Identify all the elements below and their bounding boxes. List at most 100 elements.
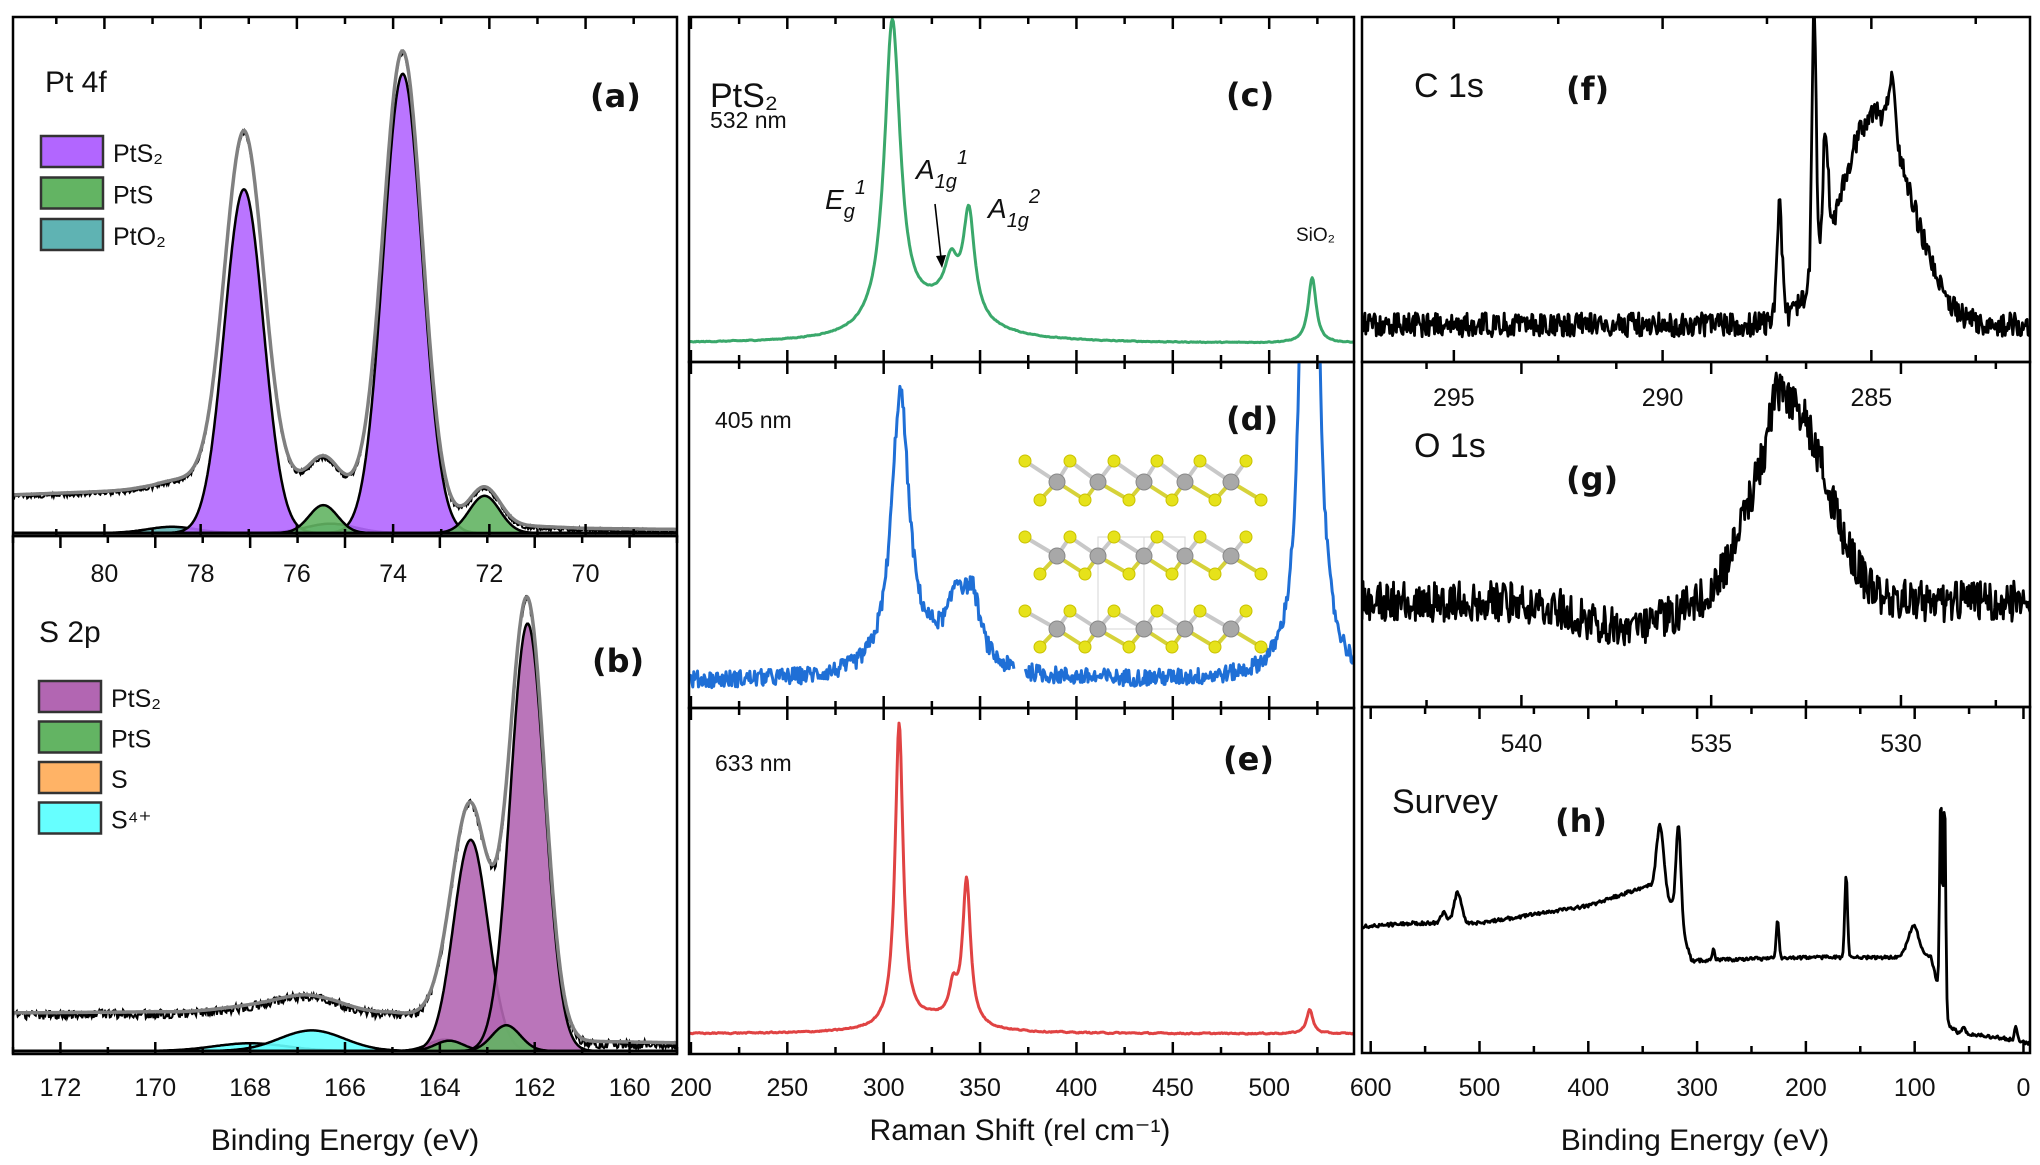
x-tick-label: 500	[1248, 1074, 1290, 1102]
legend-swatch	[39, 217, 105, 252]
x-tick-label: 300	[863, 1074, 905, 1102]
arrow-head-icon	[936, 255, 946, 268]
platinum-atom	[1089, 473, 1107, 491]
x-tick-label: 350	[959, 1074, 1001, 1102]
sulfur-atom	[1107, 604, 1121, 618]
fit-envelope	[13, 49, 677, 532]
plot-frame	[687, 15, 1356, 364]
sulfur-atom	[1193, 454, 1207, 468]
x-tick-label: 74	[379, 560, 407, 588]
plot-area	[689, 17, 1354, 345]
plot-area	[1362, 806, 2030, 1046]
mode-symbol: A	[986, 193, 1007, 224]
x-tick-label: 300	[1676, 1074, 1718, 1102]
platinum-atom	[1048, 473, 1066, 491]
x-axis-title: Binding Energy (eV)	[211, 1124, 479, 1157]
sulfur-atom	[1239, 604, 1253, 618]
x-tick-label: 168	[229, 1074, 271, 1102]
x-tick-label: 295	[1433, 384, 1475, 412]
plot-area	[13, 49, 677, 536]
plot-area	[1362, 371, 2030, 647]
sulfur-atom	[1018, 604, 1032, 618]
crystal-structure-inset	[1018, 454, 1268, 654]
x-axis-title: Binding Energy (eV)	[1561, 1124, 1829, 1157]
panel-label: (d)	[1226, 400, 1278, 438]
x-tick-label: 100	[1894, 1074, 1936, 1102]
panel-d: (d) 405 nm	[687, 360, 1356, 710]
raman-mode-a1g1: A1g1	[914, 147, 968, 193]
panel-title: Pt 4f	[45, 66, 107, 99]
mode-subscript: 1g	[1007, 210, 1029, 232]
arrow-line	[934, 203, 942, 259]
platinum-atom	[1176, 547, 1194, 565]
platinum-atom	[1135, 473, 1153, 491]
x-tick-label: 0	[2017, 1074, 2031, 1102]
platinum-atom	[1089, 620, 1107, 638]
sulfur-atom	[1122, 640, 1136, 654]
platinum-atom	[1176, 473, 1194, 491]
sulfur-atom	[1107, 530, 1121, 544]
sulfur-atom	[1239, 530, 1253, 544]
platinum-atom	[1222, 620, 1240, 638]
legend-swatch	[37, 720, 103, 754]
platinum-atom	[1089, 547, 1107, 565]
x-tick-label: 290	[1642, 384, 1684, 412]
wavelength-label: 405 nm	[715, 407, 792, 433]
x-tick-label: 160	[609, 1074, 651, 1102]
sulfur-atom	[1208, 567, 1222, 581]
platinum-atom	[1048, 620, 1066, 638]
panel-f: 295 290 285 (f) C 1s	[1360, 15, 2032, 412]
wavelength-label: 633 nm	[715, 750, 792, 776]
plot-area	[689, 362, 1354, 690]
mode-subscript: g	[844, 201, 855, 223]
mode-subscript: 1g	[935, 171, 957, 193]
sulfur-atom	[1208, 493, 1222, 507]
x-tick-label: 78	[187, 560, 215, 588]
raman-mode-a1g2: A1g2	[986, 186, 1040, 232]
x-tick-label: 400	[1056, 1074, 1098, 1102]
sulfur-atom	[1033, 640, 1047, 654]
x-tick-label: 172	[40, 1074, 82, 1102]
sulfur-atom	[1208, 640, 1222, 654]
legend-label: PtO₂	[113, 223, 166, 251]
legend-label: PtS₂	[113, 140, 163, 168]
sulfur-atom	[1018, 530, 1032, 544]
panel-label: (f)	[1566, 70, 1609, 108]
x-tick-label: 164	[419, 1074, 461, 1102]
plot-frame	[11, 15, 679, 538]
legend-label: PtS₂	[111, 685, 161, 713]
panel-label: (c)	[1226, 76, 1274, 114]
legend-label: S⁴⁺	[111, 807, 152, 835]
core-level-label: Survey	[1392, 783, 1498, 821]
sulfur-atom	[1078, 493, 1092, 507]
platinum-atom	[1048, 547, 1066, 565]
sulfur-atom	[1078, 567, 1092, 581]
sulfur-atom	[1078, 640, 1092, 654]
plot-frame	[687, 706, 1356, 1056]
raman-mode-eg: Eg1	[825, 177, 866, 223]
mode-superscript: 1	[957, 147, 968, 169]
panel-label: (a)	[590, 77, 641, 115]
x-tick-label: 535	[1690, 730, 1732, 758]
platinum-atom	[1222, 547, 1240, 565]
legend-swatch	[37, 801, 103, 835]
sulfur-atom	[1063, 454, 1077, 468]
x-tick-label: 600	[1350, 1074, 1392, 1102]
sulfur-atom	[1150, 454, 1164, 468]
sulfur-atom	[1254, 567, 1268, 581]
x-tick-label: 162	[514, 1074, 556, 1102]
core-level-label: C 1s	[1414, 67, 1484, 105]
x-tick-label: 80	[91, 560, 119, 588]
sulfur-atom	[1165, 493, 1179, 507]
panel-label: (g)	[1566, 460, 1618, 498]
sulfur-atom	[1122, 493, 1136, 507]
legend-label: S	[111, 766, 128, 794]
plot-frame	[1360, 360, 2032, 709]
sulfur-atom	[1165, 640, 1179, 654]
plot-area	[1362, 17, 2030, 339]
spectrum-line	[689, 17, 1354, 345]
sulfur-atom	[1193, 530, 1207, 544]
x-tick-label: 285	[1850, 384, 1892, 412]
panel-e: 200 250 300 350 400 450 500 Raman Shift (rel cm…	[670, 706, 1356, 1147]
